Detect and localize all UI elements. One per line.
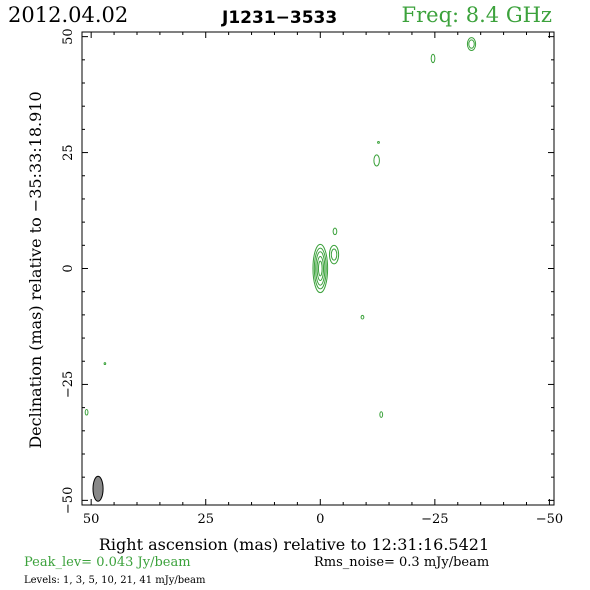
y-tick-label: −25 <box>61 371 76 398</box>
y-tick-label: 25 <box>61 144 76 161</box>
x-axis-label: Right ascension (mas) relative to 12:31:… <box>99 535 489 554</box>
y-tick-label: −50 <box>61 487 76 514</box>
contour-ring <box>373 154 380 167</box>
x-tick-label: 0 <box>316 512 324 527</box>
contour-ring <box>315 251 326 286</box>
contour-ring <box>103 362 107 365</box>
contour-ring <box>312 243 329 294</box>
contour-lines <box>84 37 477 418</box>
contour-ring <box>377 140 380 144</box>
tick-marks <box>82 32 554 505</box>
contour-ring <box>466 37 477 52</box>
rms-noise: Rms_noise= 0.3 mJy/beam <box>314 555 490 570</box>
epoch-date: 2012.04.02 <box>8 3 129 27</box>
x-tick-label: 50 <box>83 512 100 527</box>
beam-shape <box>92 475 104 502</box>
contour-ring <box>328 244 340 265</box>
contour-ring <box>316 255 324 282</box>
peak-level: Peak_lev= 0.043 Jy/beam <box>24 555 191 570</box>
y-tick-label: 50 <box>61 28 76 45</box>
x-tick-label: −25 <box>421 512 448 527</box>
contour-ring <box>330 248 338 261</box>
y-axis-label: Declination (mas) relative to −35:33:18.… <box>26 91 45 448</box>
x-tick-label: −50 <box>536 512 563 527</box>
tick-labels: 50 25 0 −25 −50 50 25 0 −25 −50 <box>61 28 563 527</box>
contour-ring <box>430 53 436 64</box>
contour-ring <box>360 314 365 320</box>
contour-ring <box>468 39 475 49</box>
beam-ellipse <box>92 475 104 502</box>
y-tick-label: 0 <box>61 264 76 272</box>
contour-ring <box>313 247 327 290</box>
contour-ring <box>332 227 338 236</box>
contour-ring <box>379 411 384 418</box>
x-tick-label: 25 <box>197 512 214 527</box>
source-name: J1231−3533 <box>222 8 338 28</box>
contour-levels: Levels: 1, 3, 5, 10, 21, 41 mJy/beam <box>24 575 206 586</box>
contour-ring <box>317 260 323 277</box>
frequency-label: Freq: 8.4 GHz <box>401 3 552 27</box>
contour-ring <box>84 408 89 416</box>
